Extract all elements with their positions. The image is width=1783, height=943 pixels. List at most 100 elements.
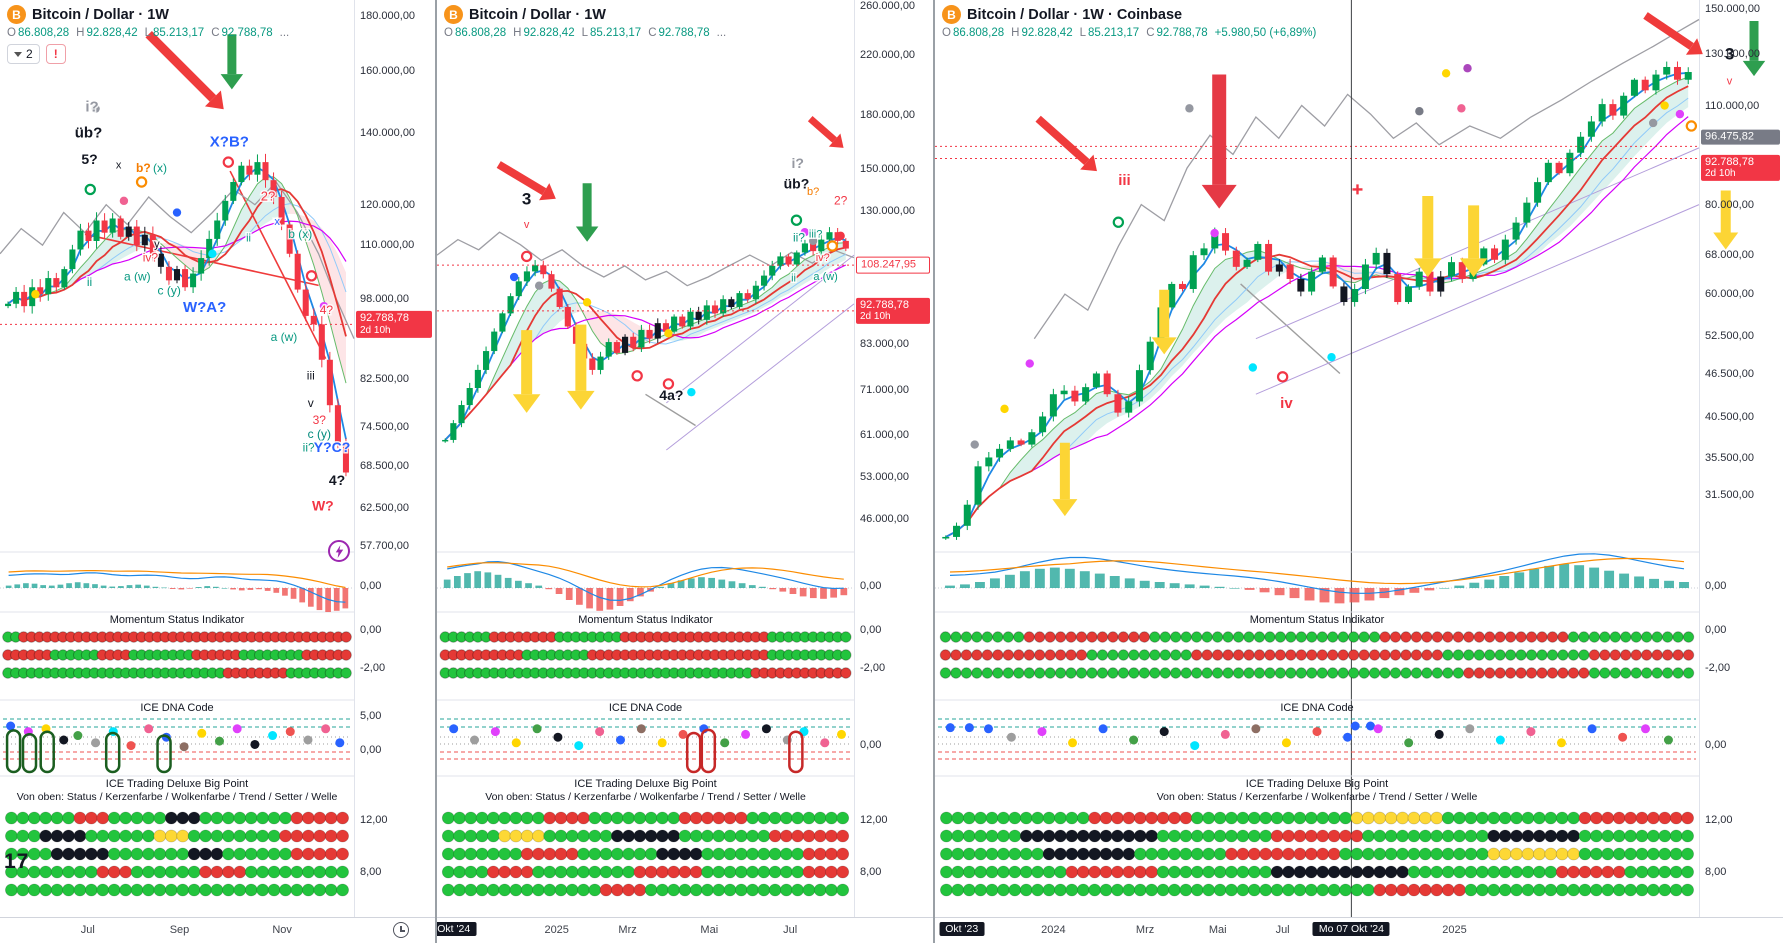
time-axis-label: Mrz bbox=[1135, 924, 1155, 936]
big-point-dots bbox=[441, 811, 850, 897]
price-axis-label: 160.000,00 bbox=[360, 64, 416, 77]
dna-pane bbox=[3, 718, 351, 774]
axis-corner bbox=[355, 917, 435, 943]
price-axis-label: 74.500,00 bbox=[360, 420, 409, 433]
price-axis-label: 150.000,00 bbox=[860, 162, 916, 175]
lightning-indicator-icon[interactable] bbox=[328, 540, 350, 562]
time-axis-label: Mai bbox=[700, 924, 719, 936]
price-badge[interactable]: 108.247,95 bbox=[856, 256, 930, 274]
indicator-axis-label: 12,00 bbox=[360, 814, 388, 826]
time-axis[interactable]: Okt '23 2024 Mrz Mai Jul Mo 07 Okt '24 2025 bbox=[935, 917, 1700, 943]
time-axis-label: Mai bbox=[1208, 924, 1227, 936]
svg-text:X?B?: X?B? bbox=[210, 133, 249, 150]
time-axis[interactable]: Jul Sep Nov bbox=[0, 917, 355, 943]
indicator-axis-label: 0,00 bbox=[860, 624, 882, 636]
indicator-axis-label: 0,00 bbox=[1705, 739, 1727, 751]
time-axis[interactable]: Okt '24 2025 Mrz Mai Jul bbox=[437, 917, 855, 943]
svg-text:(x): (x) bbox=[153, 161, 167, 175]
wave-count-labels[interactable]: i?üb?5?b? (x)X?B?2?xiv?a (w)iic (y)W?A?yb… bbox=[73, 97, 352, 515]
ichimoku-cloud bbox=[445, 242, 846, 440]
wave-count-labels[interactable]: 3 v 4a? i? üb?b? 2? ii? iii? iv? a (w) ii bbox=[520, 154, 849, 405]
price-axis-label: 180.000,00 bbox=[360, 10, 416, 22]
chart-panel-1: B Bitcoin / Dollar · 1W O 86.808,28 H 92.8… bbox=[0, 0, 437, 943]
svg-text:a (w): a (w) bbox=[271, 330, 298, 344]
svg-text:c (y): c (y) bbox=[158, 284, 181, 298]
indicator-axis-label: 0,00 bbox=[360, 624, 382, 636]
momentum-dots bbox=[2, 631, 352, 679]
macd-pane bbox=[935, 553, 1699, 604]
chart-panel-3: B Bitcoin / Dollar · 1W · Coinbase O 86.8… bbox=[935, 0, 1783, 943]
axis-corner bbox=[1700, 917, 1783, 943]
svg-text:2?: 2? bbox=[261, 189, 275, 204]
price-axis-label: 130.000,00 bbox=[1705, 47, 1761, 60]
chart-plot-area[interactable]: B Bitcoin / Dollar · 1W O 86.808,28 H 92.8… bbox=[0, 0, 355, 917]
price-axis[interactable]: 150.000,00 130.000,00 110.000,00 80.000,00 6… bbox=[1700, 0, 1783, 917]
svg-text:üb?: üb? bbox=[784, 176, 810, 192]
indicator-axis-label: -2,00 bbox=[1705, 662, 1731, 674]
svg-text:2?: 2? bbox=[834, 194, 848, 208]
signal-dots bbox=[31, 104, 329, 311]
dna-pane bbox=[938, 718, 1696, 760]
price-axis[interactable]: 260.000,00 220.000,00 180.000,00 150.000,00… bbox=[855, 0, 933, 917]
chart-plot-area[interactable]: B Bitcoin / Dollar · 1W O 86.808,28 H 92.8… bbox=[436, 0, 855, 917]
clock-icon[interactable] bbox=[393, 922, 409, 938]
momentum-dots bbox=[439, 631, 852, 679]
svg-text:iv?: iv? bbox=[816, 252, 830, 264]
chart-panel-2: B Bitcoin / Dollar · 1W O 86.808,28 H 92.8… bbox=[436, 0, 935, 943]
indicator-axis-label: 0,00 bbox=[1705, 624, 1727, 636]
annotation-arrows[interactable] bbox=[496, 116, 844, 413]
svg-text:a (w): a (w) bbox=[813, 271, 837, 283]
svg-text:Y?C?: Y?C? bbox=[314, 439, 351, 455]
price-axis-label: 52.500,00 bbox=[1705, 329, 1754, 342]
svg-text:iii: iii bbox=[1118, 172, 1131, 189]
indicator-axis-label: 0,00 bbox=[860, 580, 882, 592]
price-badge[interactable]: 96.475,82 bbox=[1701, 129, 1780, 145]
svg-text:ii: ii bbox=[246, 232, 251, 244]
chevron-down-icon bbox=[14, 51, 22, 57]
alert-chip[interactable]: ! bbox=[45, 44, 66, 64]
svg-text:i?: i? bbox=[85, 99, 98, 116]
svg-text:v: v bbox=[308, 396, 314, 410]
indicator-dropdown[interactable]: 2 bbox=[7, 44, 40, 64]
signal-dots bbox=[509, 214, 845, 397]
indicator-axis-label: 12,00 bbox=[860, 814, 888, 826]
dna-pane bbox=[440, 718, 851, 774]
svg-text:üb?: üb? bbox=[75, 125, 103, 142]
axis-corner bbox=[855, 917, 933, 943]
annotation-arrows[interactable] bbox=[145, 31, 244, 110]
date-badge: Mo 07 Okt '24 bbox=[1312, 922, 1390, 936]
svg-text:ii?: ii? bbox=[303, 440, 315, 454]
price-axis-label: 68.500,00 bbox=[360, 459, 409, 472]
svg-text:iii: iii bbox=[307, 369, 315, 383]
price-axis-label: 110.000,00 bbox=[1705, 99, 1760, 112]
price-axis-label: 60.000,00 bbox=[1705, 288, 1754, 301]
price-axis-label: 130.000,00 bbox=[860, 204, 916, 217]
svg-text:b?: b? bbox=[807, 186, 819, 198]
projection-line bbox=[436, 231, 855, 287]
price-badge[interactable]: 92.788,78 2d 10h bbox=[356, 311, 432, 338]
big-point-dots bbox=[5, 811, 349, 897]
projection-line bbox=[0, 180, 355, 339]
price-axis-label: 62.500,00 bbox=[360, 502, 409, 515]
bigpoint-indicator-subtitle: Von oben: Status / Kerzenfarbe / Wolkenf… bbox=[16, 791, 338, 803]
price-badge[interactable]: 92.788,78 2d 10h bbox=[1701, 154, 1780, 181]
price-badge[interactable]: 92.788,78 2d 10h bbox=[856, 297, 930, 324]
time-axis-label: 2025 bbox=[1442, 924, 1467, 936]
svg-text:4?: 4? bbox=[320, 303, 334, 317]
annotation-arrows[interactable] bbox=[1035, 12, 1766, 517]
svg-text:ii: ii bbox=[791, 273, 796, 285]
chart-plot-area[interactable]: B Bitcoin / Dollar · 1W · Coinbase O 86.8… bbox=[935, 0, 1766, 917]
candles bbox=[5, 153, 349, 477]
svg-text:x: x bbox=[116, 160, 122, 172]
wave-count-labels[interactable]: iii iv 3 v bbox=[1117, 43, 1736, 413]
price-axis-label: 57.700,00 bbox=[360, 539, 409, 552]
price-axis[interactable]: 180.000,00 160.000,00 140.000,00 120.000,00… bbox=[355, 0, 435, 917]
bigpoint-indicator-subtitle: Von oben: Status / Kerzenfarbe / Wolkenf… bbox=[485, 791, 806, 803]
big-point-dots bbox=[940, 811, 1694, 897]
price-axis-label: 31.500,00 bbox=[1705, 488, 1754, 501]
trend-lines[interactable] bbox=[645, 254, 855, 451]
price-axis-label: 83.000,00 bbox=[860, 337, 909, 350]
indicator-axis-label: 0,00 bbox=[360, 744, 382, 756]
svg-text:ii: ii bbox=[87, 275, 92, 289]
